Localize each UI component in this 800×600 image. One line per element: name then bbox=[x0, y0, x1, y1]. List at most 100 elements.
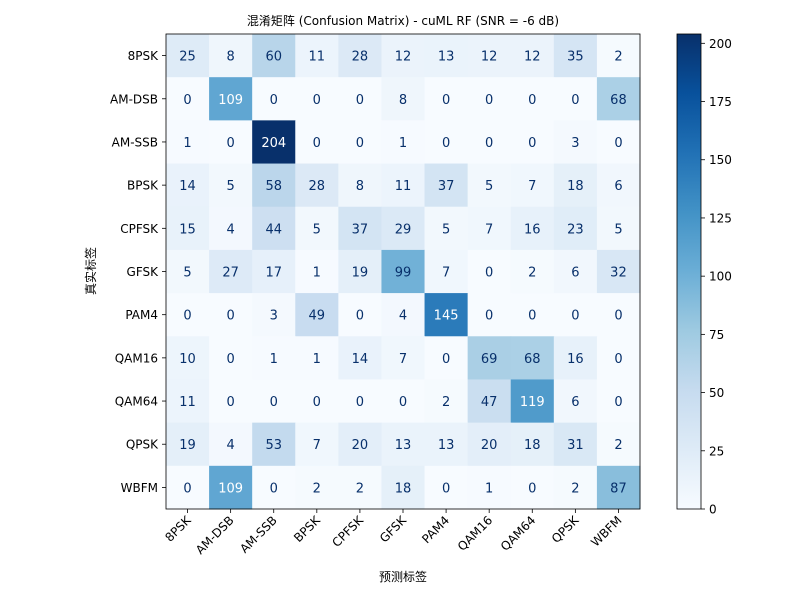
heatmap-cells bbox=[166, 34, 641, 510]
cell-value-label: 0 bbox=[226, 136, 234, 151]
cell-value-label: 0 bbox=[226, 309, 234, 324]
x-tick-label: 8PSK bbox=[162, 512, 194, 544]
heatmap-cell bbox=[295, 77, 339, 121]
cell-value-label: 0 bbox=[614, 395, 622, 410]
cell-value-label: 44 bbox=[265, 222, 282, 237]
cell-value-label: 145 bbox=[434, 309, 459, 324]
heatmap-cell-labels: 25 8 60 11 28 12 13 12 12 35 20 109 0 0 0 8 0 0 0 0 681 0 204 0… bbox=[179, 50, 626, 497]
cell-value-label: 5 bbox=[226, 179, 234, 194]
heatmap-cell bbox=[467, 293, 512, 337]
heatmap-cell bbox=[510, 293, 555, 337]
heatmap-cell bbox=[424, 163, 469, 208]
cell-value-label: 109 bbox=[218, 481, 243, 496]
heatmap-cell bbox=[510, 249, 555, 294]
heatmap-cell bbox=[510, 77, 555, 121]
cell-value-label: 23 bbox=[567, 222, 584, 237]
cell-value-label: 109 bbox=[218, 93, 243, 108]
cell-value-label: 0 bbox=[614, 136, 622, 151]
heatmap-cell bbox=[166, 336, 210, 380]
heatmap-cell bbox=[596, 34, 641, 78]
heatmap-cell bbox=[424, 249, 469, 294]
cell-value-label: 37 bbox=[352, 222, 369, 237]
cell-value-label: 7 bbox=[528, 179, 536, 194]
cell-value-label: 32 bbox=[610, 266, 627, 281]
cell-value-label: 2 bbox=[614, 50, 622, 65]
cell-value-label: 0 bbox=[528, 93, 536, 108]
colorbar-tick-label: 100 bbox=[709, 270, 732, 284]
cell-value-label: 8 bbox=[399, 93, 407, 108]
cell-value-label: 5 bbox=[442, 222, 450, 237]
x-tick-label: QAM64 bbox=[498, 513, 539, 554]
heatmap-cell bbox=[338, 336, 382, 380]
heatmap-cell bbox=[467, 336, 512, 380]
heatmap-cell bbox=[209, 465, 253, 510]
x-tick-label: AM-DSB bbox=[193, 513, 237, 557]
cell-value-label: 5 bbox=[485, 179, 493, 194]
heatmap-cell bbox=[338, 120, 382, 165]
cell-value-label: 99 bbox=[395, 266, 412, 281]
heatmap-cell bbox=[596, 379, 641, 424]
heatmap-cell bbox=[252, 422, 296, 467]
heatmap-cell bbox=[596, 422, 641, 467]
cell-value-label: 0 bbox=[485, 309, 493, 324]
y-tick-label: PAM4 bbox=[125, 308, 158, 322]
cell-value-label: 14 bbox=[179, 179, 196, 194]
y-tick-label: QPSK bbox=[126, 438, 159, 452]
heatmap-cell bbox=[209, 249, 253, 294]
colorbar-tick-label: 150 bbox=[709, 153, 732, 167]
heatmap-cell bbox=[596, 77, 641, 121]
cell-value-label: 6 bbox=[614, 179, 622, 194]
cell-value-label: 17 bbox=[265, 266, 282, 281]
cell-value-label: 0 bbox=[356, 395, 364, 410]
heatmap-cell bbox=[338, 206, 382, 251]
colorbar-tick-label: 50 bbox=[709, 386, 724, 400]
cell-value-label: 7 bbox=[313, 438, 321, 453]
cell-value-label: 13 bbox=[438, 438, 455, 453]
cell-value-label: 8 bbox=[226, 50, 234, 65]
heatmap-cell bbox=[596, 465, 641, 510]
cell-value-label: 2 bbox=[442, 395, 450, 410]
heatmap-cell bbox=[467, 249, 512, 294]
cell-value-label: 18 bbox=[395, 481, 412, 496]
cell-value-label: 0 bbox=[442, 352, 450, 367]
cell-value-label: 29 bbox=[395, 222, 412, 237]
heatmap-cell bbox=[166, 249, 210, 294]
heatmap-cell bbox=[424, 206, 469, 251]
y-tick-label: QAM64 bbox=[115, 395, 158, 409]
heatmap-cell bbox=[381, 465, 426, 510]
heatmap-cell bbox=[166, 77, 210, 121]
heatmap-cell bbox=[381, 206, 426, 251]
heatmap-cell bbox=[596, 293, 641, 337]
colorbar-tick-label: 175 bbox=[709, 95, 732, 109]
x-tick-label: QPSK bbox=[549, 512, 582, 545]
heatmap-cell bbox=[381, 249, 426, 294]
cell-value-label: 0 bbox=[183, 481, 191, 496]
cell-value-label: 1 bbox=[399, 136, 407, 151]
heatmap-cell bbox=[209, 422, 253, 467]
cell-value-label: 0 bbox=[313, 93, 321, 108]
heatmap-cell bbox=[424, 422, 469, 467]
heatmap-cell bbox=[553, 163, 598, 208]
heatmap-cell bbox=[295, 249, 339, 294]
cell-value-label: 13 bbox=[395, 438, 412, 453]
cell-value-label: 12 bbox=[524, 50, 541, 65]
heatmap-cell bbox=[553, 379, 598, 424]
cell-value-label: 2 bbox=[571, 481, 579, 496]
heatmap-cell bbox=[166, 206, 210, 251]
heatmap-cell bbox=[510, 34, 555, 78]
cell-value-label: 20 bbox=[352, 438, 369, 453]
colorbar bbox=[676, 33, 702, 510]
heatmap-cell bbox=[338, 379, 382, 424]
heatmap-cell bbox=[553, 249, 598, 294]
heatmap-cell bbox=[252, 120, 296, 165]
cell-value-label: 25 bbox=[179, 50, 196, 65]
heatmap-cell bbox=[338, 293, 382, 337]
cell-value-label: 4 bbox=[226, 438, 234, 453]
heatmap-cell bbox=[381, 293, 426, 337]
heatmap-cell bbox=[596, 120, 641, 165]
heatmap-cell bbox=[596, 336, 641, 380]
heatmap-cell bbox=[381, 422, 426, 467]
heatmap-cell bbox=[424, 379, 469, 424]
chart-title: 混淆矩阵 (Confusion Matrix) - cuML RF (SNR =… bbox=[247, 14, 559, 28]
